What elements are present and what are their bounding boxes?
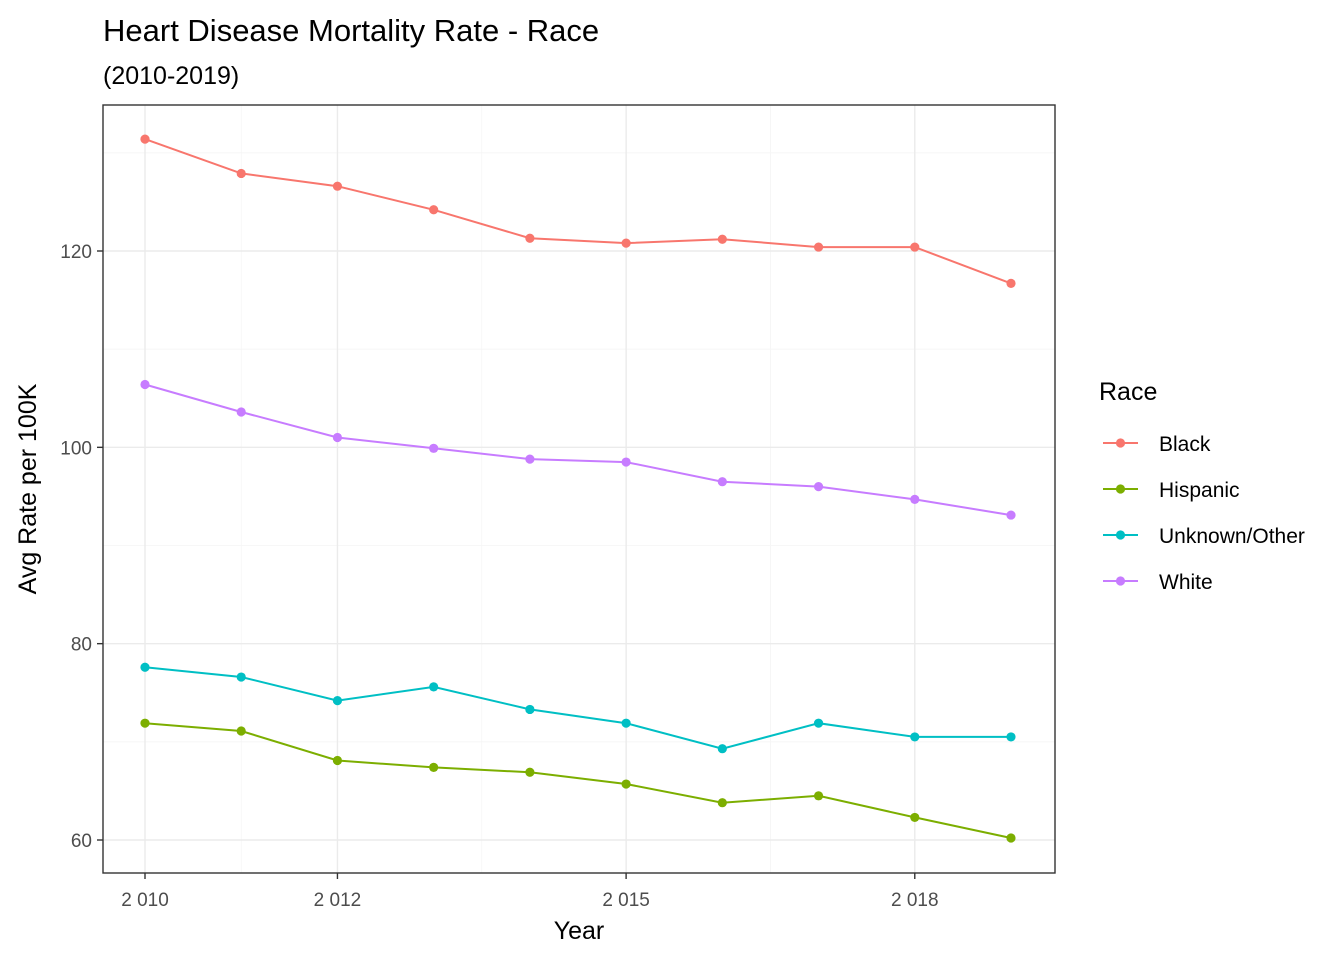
data-point-white [910,494,920,504]
data-point-hispanic [429,762,439,772]
data-point-hispanic [525,767,535,777]
data-point-unknown-other [332,696,343,706]
data-point-hispanic [140,718,150,728]
data-point-black [236,168,246,179]
data-point-hispanic [717,798,727,808]
data-point-white [1006,510,1016,520]
legend-label-black: Black [1159,433,1211,456]
data-point-white [525,454,535,464]
data-point-unknown-other [140,662,150,672]
x-axis-title: Year [554,917,605,945]
x-tick-label: 2 015 [602,890,650,911]
data-point-white [429,443,439,453]
data-point-unknown-other [717,744,727,754]
legend-key-point-hispanic [1115,484,1126,494]
series-line-white [144,383,1012,517]
data-point-unknown-other [429,682,439,692]
legend-label-white: White [1159,571,1213,594]
data-point-white [717,477,727,487]
series-lines [144,138,1012,839]
data-point-white [140,379,150,390]
data-point-white [236,407,246,417]
data-point-unknown-other [525,704,535,715]
legend-key-point-white [1115,576,1126,586]
x-axis-ticks: 2 010 2 012 2 015 2 018 [121,873,939,911]
data-point-black [621,238,631,248]
y-tick-label: 100 [60,438,92,459]
legend-label-unknown-other: Unknown/Other [1159,525,1305,548]
x-tick-label: 2 018 [891,890,939,911]
series-points [140,134,1016,843]
data-point-black [332,181,343,191]
y-tick-label: 60 [71,831,92,852]
legend-label-hispanic: Hispanic [1159,479,1240,502]
y-tick-label: 120 [60,242,92,263]
chart-title: Heart Disease Mortality Rate - Race [103,13,599,48]
legend: Black Hispanic Unknown/Other White [1103,433,1305,594]
chart-subtitle: (2010-2019) [103,62,239,90]
data-point-white [621,457,631,467]
data-point-black [429,205,439,215]
data-point-white [813,482,824,492]
data-point-unknown-other [910,732,920,742]
data-point-hispanic [621,779,631,789]
data-point-black [1006,278,1016,288]
data-point-black [140,134,150,144]
x-tick-label: 2 012 [314,890,362,911]
y-axis-ticks: 60 80 100 120 [60,242,103,852]
x-tick-label: 2 010 [121,890,169,911]
series-line-hispanic [144,722,1012,839]
data-point-unknown-other [621,718,631,728]
data-point-hispanic [1006,833,1016,843]
legend-key-point-black [1115,438,1126,448]
data-point-hispanic [236,726,246,736]
data-point-hispanic [813,791,824,801]
series-line-black [144,138,1012,285]
data-point-hispanic [910,812,920,823]
data-point-hispanic [332,755,343,766]
data-point-black [910,242,920,252]
data-point-black [525,233,535,243]
legend-title: Race [1099,378,1157,406]
data-point-unknown-other [1006,732,1016,742]
plot-panel-border [102,104,1056,874]
data-point-black [717,234,727,244]
y-axis-title: Avg Rate per 100K [14,383,42,594]
y-tick-label: 80 [71,635,92,656]
data-point-unknown-other [813,718,824,728]
minor-gridlines [103,105,1055,873]
legend-key-point-unknown-other [1115,530,1126,540]
data-point-unknown-other [236,672,246,682]
series-line-unknown-other [144,666,1011,750]
data-point-black [813,242,824,252]
data-point-white [332,432,343,443]
major-gridlines [103,105,1055,873]
